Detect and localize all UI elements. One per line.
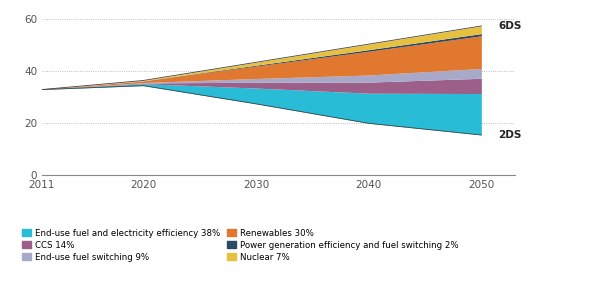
Text: 6DS: 6DS — [498, 21, 522, 31]
Text: 2DS: 2DS — [498, 130, 522, 140]
Legend: End-use fuel and electricity efficiency 38%, CCS 14%, End-use fuel switching 9%,: End-use fuel and electricity efficiency … — [22, 229, 459, 262]
